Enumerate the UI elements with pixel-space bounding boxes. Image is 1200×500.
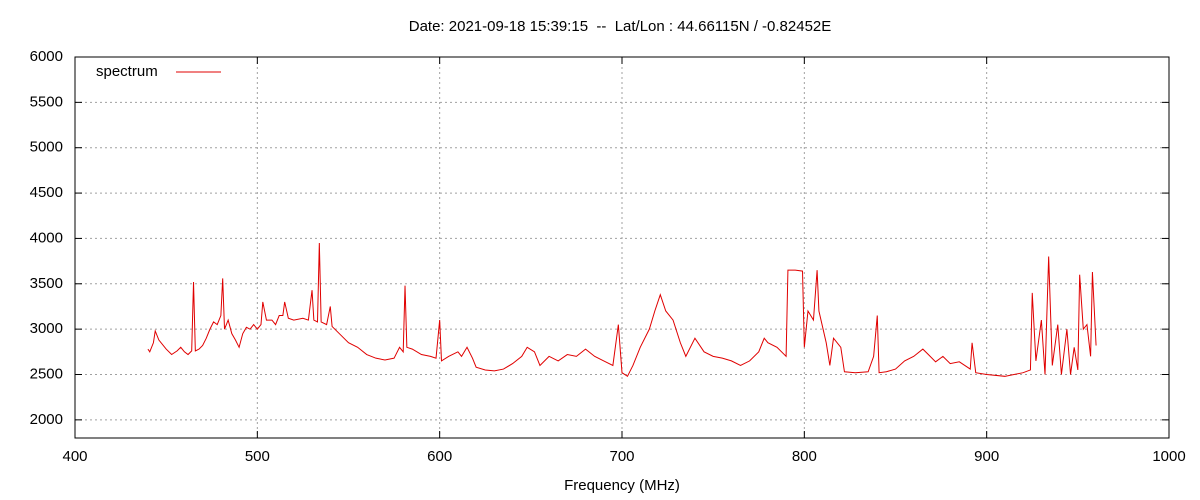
- x-tick-label: 1000: [1152, 448, 1185, 465]
- y-tick-label: 5000: [30, 139, 63, 156]
- y-tick-label: 3500: [30, 275, 63, 292]
- chart-title: Date: 2021-09-18 15:39:15 -- Lat/Lon : 4…: [409, 18, 832, 35]
- legend-label: spectrum: [96, 63, 158, 80]
- series-line: [147, 242, 1097, 378]
- x-axis-label: Frequency (MHz): [564, 477, 680, 494]
- x-tick-label: 400: [62, 448, 87, 465]
- y-tick-label: 2000: [30, 411, 63, 428]
- y-tick-label: 2500: [30, 365, 63, 382]
- plot-frame: [74, 56, 1170, 439]
- y-tick-label: 5500: [30, 93, 63, 110]
- x-tick-label: 800: [792, 448, 817, 465]
- y-tick-label: 6000: [30, 48, 63, 65]
- x-tick-label: 700: [609, 448, 634, 465]
- x-tick-label: 500: [245, 448, 270, 465]
- x-tick-label: 600: [427, 448, 452, 465]
- y-tick-label: 3000: [30, 320, 63, 337]
- y-tick-label: 4000: [30, 229, 63, 246]
- x-tick-label: 900: [974, 448, 999, 465]
- y-tick-label: 4500: [30, 184, 63, 201]
